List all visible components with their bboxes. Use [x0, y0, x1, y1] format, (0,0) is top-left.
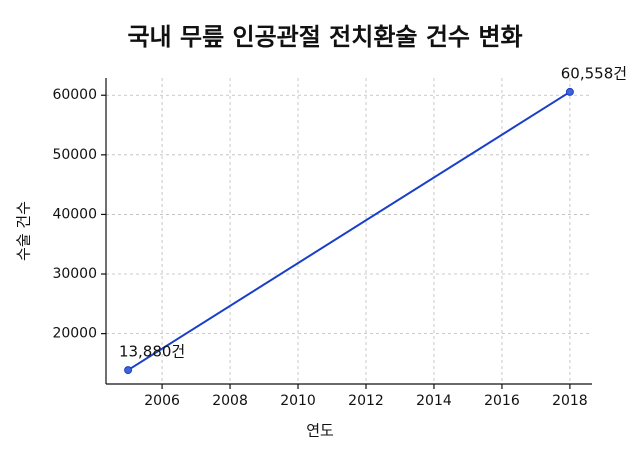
chart-title: 국내 무릎 인공관절 전치환술 건수 변화 — [127, 23, 522, 51]
x-tick-label: 2012 — [348, 393, 384, 409]
line — [127, 91, 571, 371]
point — [124, 366, 133, 375]
x-tick-label: 2008 — [212, 393, 248, 409]
y-axis-label: 수술 건수 — [15, 201, 33, 261]
x-axis-label: 연도 — [306, 422, 334, 440]
data-label: 13,880건 — [119, 343, 185, 361]
y-tick-label: 30000 — [52, 266, 97, 282]
x-tick-label: 2016 — [484, 393, 520, 409]
y-tick-label: 60000 — [52, 87, 97, 103]
y-tick-label: 50000 — [52, 147, 97, 163]
x-tick-label: 2018 — [552, 393, 588, 409]
y-tick-label: 20000 — [52, 326, 97, 342]
x-tick-label: 2014 — [416, 393, 452, 409]
x-tick-label: 2006 — [144, 393, 180, 409]
data-label: 60,558건 — [561, 64, 627, 82]
y-tick-label: 40000 — [52, 206, 97, 222]
x-tick-label: 2010 — [280, 393, 316, 409]
point — [565, 87, 574, 96]
